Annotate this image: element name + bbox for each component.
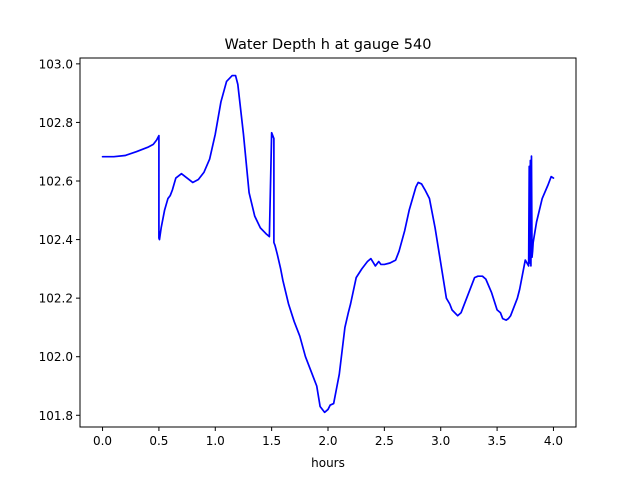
y-tick-label: 102.2 <box>39 292 73 306</box>
x-tick-label: 0.0 <box>93 434 112 448</box>
y-tick-label: 102.8 <box>39 116 73 130</box>
x-tick-label: 2.0 <box>318 434 337 448</box>
x-tick-label: 1.0 <box>206 434 225 448</box>
y-tick-label: 101.8 <box>39 409 73 423</box>
y-axis: 101.8 102.0 102.2 102.4 102.6 102.8 103.0 <box>39 57 80 423</box>
x-axis-label: hours <box>311 456 345 470</box>
y-tick-label: 102.0 <box>39 350 73 364</box>
x-tick-label: 2.5 <box>375 434 394 448</box>
chart-title: Water Depth h at gauge 540 <box>225 37 432 53</box>
x-tick-label: 3.5 <box>488 434 507 448</box>
x-tick-label: 1.5 <box>262 434 281 448</box>
x-tick-label: 3.0 <box>431 434 450 448</box>
y-tick-label: 102.4 <box>39 233 73 247</box>
plot-area <box>101 74 555 414</box>
x-tick-label: 4.0 <box>544 434 563 448</box>
series-line <box>101 74 555 414</box>
y-tick-label: 102.6 <box>39 175 73 189</box>
x-axis: 0.0 0.5 1.0 1.5 2.0 2.5 3.0 3.5 4.0 <box>93 427 563 448</box>
axes-frame <box>79 57 577 428</box>
x-tick-label: 0.5 <box>149 434 168 448</box>
y-tick-label: 103.0 <box>39 57 73 71</box>
